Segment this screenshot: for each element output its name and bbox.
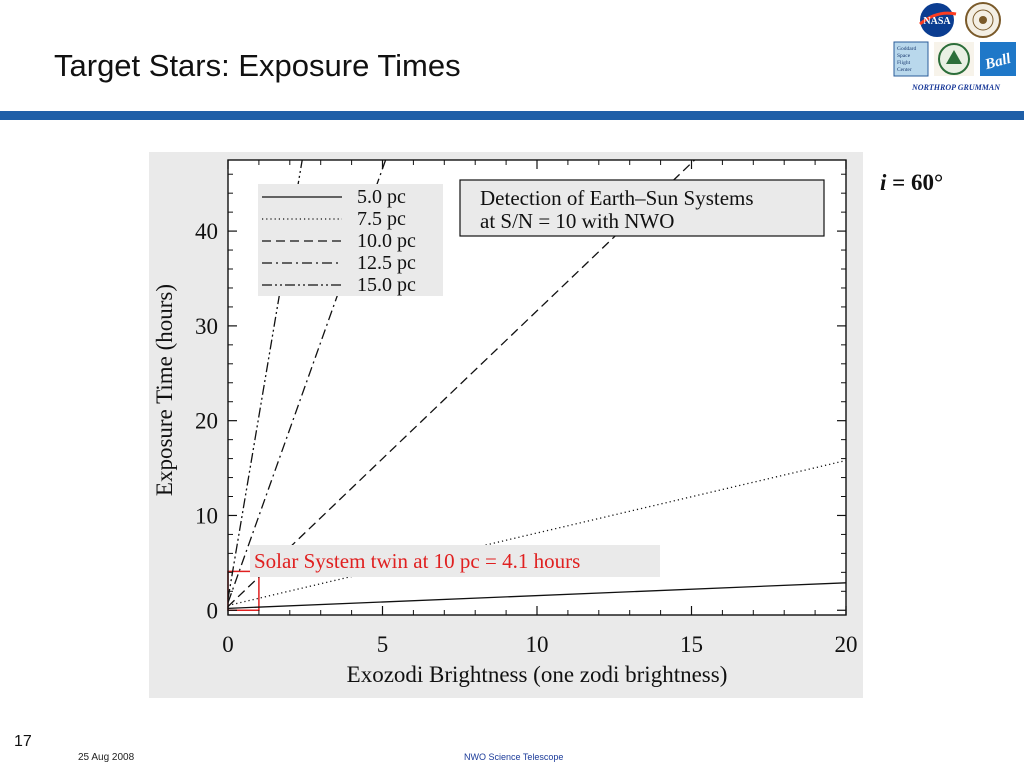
goddard-line-1: Goddard xyxy=(897,46,916,52)
x-tick-label-0: 0 xyxy=(222,632,234,657)
series-line-3 xyxy=(227,159,387,603)
footer-date: 25 Aug 2008 xyxy=(78,752,135,763)
title-rule xyxy=(0,111,1024,120)
goddard-line-3: Flight xyxy=(897,60,911,66)
inclination-symbol: i xyxy=(880,170,887,195)
inclination-value: = 60° xyxy=(886,170,944,195)
x-axis-label: Exozodi Brightness (one zodi brightness) xyxy=(347,662,728,687)
x-tick-label-1: 5 xyxy=(377,632,389,657)
legend-label-15pc: 15.0 pc xyxy=(357,274,416,296)
y-tick-label-3: 30 xyxy=(195,314,218,339)
legend-label-12-5pc: 12.5 pc xyxy=(357,252,416,274)
x-tick-label-4: 20 xyxy=(835,632,858,657)
nasa-logo-text: NASA xyxy=(923,16,951,27)
axes-layer: 0 5 10 15 20 0 10 20 30 40 xyxy=(195,159,858,657)
slide-number: 17 xyxy=(14,733,32,750)
x-tick-label-3: 15 xyxy=(680,632,703,657)
legend-label-10pc: 10.0 pc xyxy=(357,230,416,252)
series-line-1 xyxy=(227,459,847,607)
goddard-line-4: Center xyxy=(897,67,912,73)
inclination-label: i = 60° xyxy=(880,170,943,196)
y-tick-label-0: 0 xyxy=(207,598,219,623)
goddard-logo-icon: Goddard Space Flight Center xyxy=(893,41,929,77)
series-line-0 xyxy=(227,582,847,610)
nasa-logo-icon: NASA xyxy=(919,3,957,37)
partner-logos: NASA Goddard Space Flight Center Ball NO… xyxy=(890,0,1024,100)
highlight-annotation: Solar System twin at 10 pc = 4.1 hours xyxy=(254,549,580,573)
y-tick-label-4: 40 xyxy=(195,219,218,244)
ball-logo-text: Ball xyxy=(982,51,1013,74)
legend-label-7-5pc: 7.5 pc xyxy=(357,208,406,230)
legend-background xyxy=(258,184,443,296)
emblem-icon xyxy=(934,42,974,76)
goddard-line-2: Space xyxy=(897,53,911,59)
northrop-grumman-logo-icon: NORTHROP GRUMMAN xyxy=(911,83,1001,92)
university-seal-icon xyxy=(965,2,1001,38)
annotation-box: Detection of Earth–Sun Systems at S/N = … xyxy=(459,179,825,237)
y-axis-label: Exposure Time (hours) xyxy=(152,284,177,496)
x-tick-label-2: 10 xyxy=(526,632,549,657)
northrop-logo-text: NORTHROP GRUMMAN xyxy=(911,83,1001,92)
ball-logo-icon: Ball xyxy=(980,42,1016,76)
y-tick-label-2: 20 xyxy=(195,409,218,434)
annotation-line-1: Detection of Earth–Sun Systems xyxy=(480,186,754,210)
legend-label-5pc: 5.0 pc xyxy=(357,186,406,208)
y-tick-label-1: 10 xyxy=(195,503,218,528)
annotation-line-2: at S/N = 10 with NWO xyxy=(480,209,674,233)
legend: 5.0 pc 7.5 pc 10.0 pc 12.5 pc 15.0 pc xyxy=(258,184,443,296)
footer-center-text: NWO Science Telescope xyxy=(464,752,564,762)
annotation-box-border xyxy=(459,179,825,237)
slide-title: Target Stars: Exposure Times xyxy=(54,48,461,83)
highlight-text-background xyxy=(250,545,660,577)
